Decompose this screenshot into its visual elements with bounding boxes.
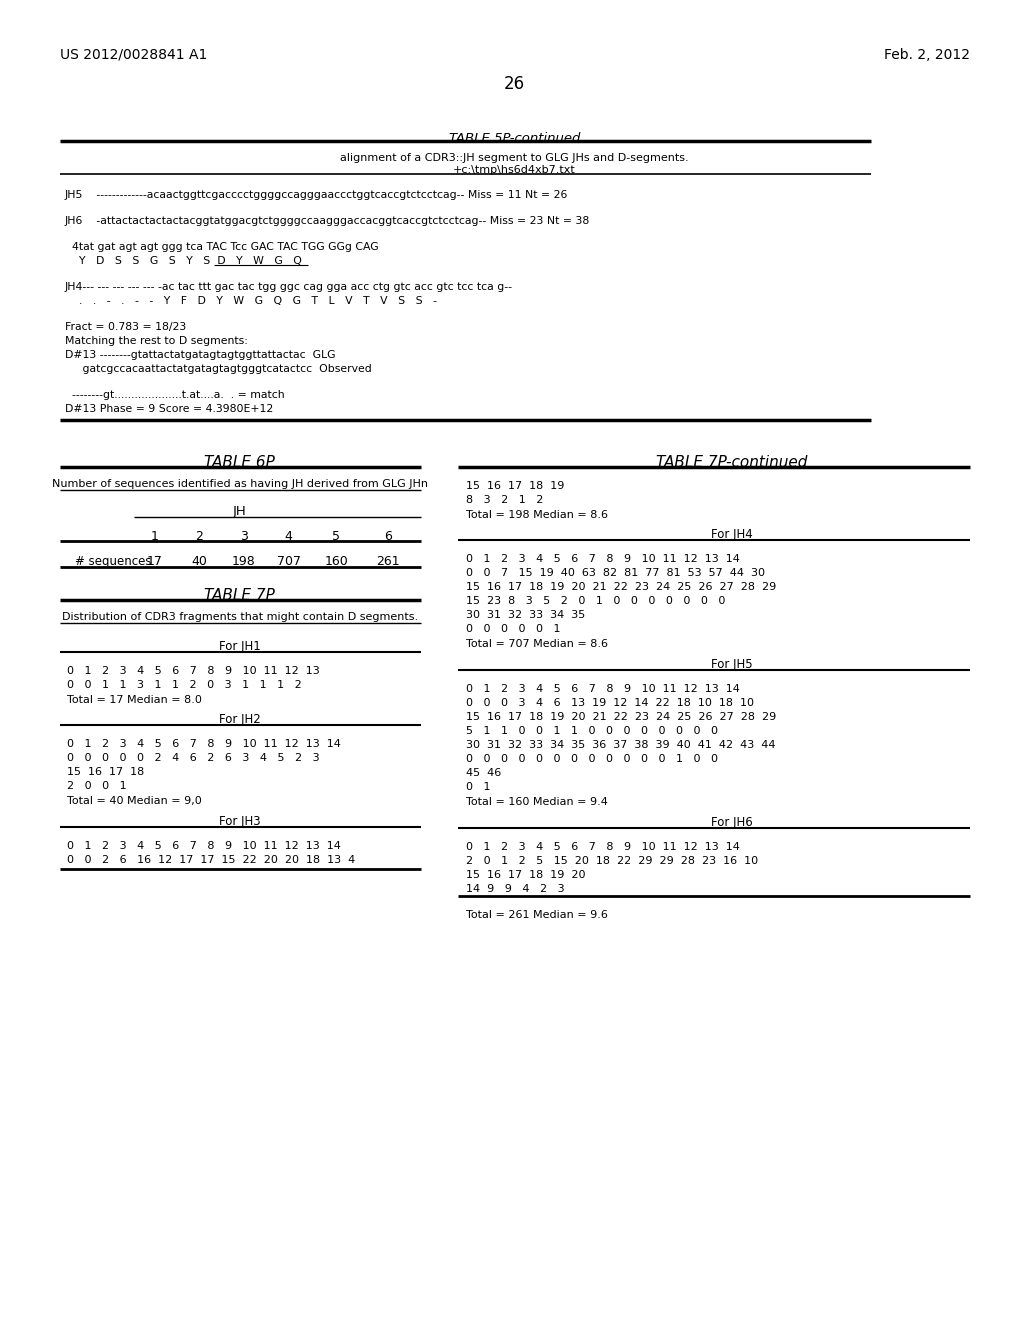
Text: 40: 40 bbox=[191, 554, 207, 568]
Text: Fract = 0.783 = 18/23: Fract = 0.783 = 18/23 bbox=[65, 322, 186, 333]
Text: 15  23  8   3   5   2   0   1   0   0   0   0   0   0   0: 15 23 8 3 5 2 0 1 0 0 0 0 0 0 0 bbox=[466, 597, 725, 606]
Text: alignment of a CDR3::JH segment to GLG JHs and D-segments.: alignment of a CDR3::JH segment to GLG J… bbox=[340, 153, 689, 162]
Text: TABLE 7P: TABLE 7P bbox=[205, 587, 275, 603]
Text: 0   1   2   3   4   5   6   7   8   9   10  11  12  13  14: 0 1 2 3 4 5 6 7 8 9 10 11 12 13 14 bbox=[466, 842, 739, 851]
Text: 0   0   1   1   3   1   1   2   0   3   1   1   1   2: 0 0 1 1 3 1 1 2 0 3 1 1 1 2 bbox=[67, 680, 301, 690]
Text: .   .   -   .   -   -   Y   F   D   Y   W   G   Q   G   T   L   V   T   V   S   : . . - . - - Y F D Y W G Q G T L V T V S bbox=[65, 296, 437, 306]
Text: 4: 4 bbox=[285, 531, 293, 543]
Text: 30  31  32  33  34  35  36  37  38  39  40  41  42  43  44: 30 31 32 33 34 35 36 37 38 39 40 41 42 4… bbox=[466, 741, 775, 750]
Text: 0   1: 0 1 bbox=[466, 781, 490, 792]
Text: 26: 26 bbox=[504, 75, 525, 92]
Text: 14  9   9   4   2   3: 14 9 9 4 2 3 bbox=[466, 884, 564, 894]
Text: 5   1   1   0   0   1   1   0   0   0   0   0   0   0   0: 5 1 1 0 0 1 1 0 0 0 0 0 0 0 0 bbox=[466, 726, 718, 737]
Text: US 2012/0028841 A1: US 2012/0028841 A1 bbox=[59, 48, 207, 62]
Text: Total = 17 Median = 8.0: Total = 17 Median = 8.0 bbox=[67, 696, 202, 705]
Text: 0   0   7   15  19  40  63  82  81  77  81  53  57  44  30: 0 0 7 15 19 40 63 82 81 77 81 53 57 44 3… bbox=[466, 568, 765, 578]
Text: For JH3: For JH3 bbox=[219, 814, 261, 828]
Text: D#13 Phase = 9 Score = 4.3980E+12: D#13 Phase = 9 Score = 4.3980E+12 bbox=[65, 404, 273, 414]
Text: JH6    -attactactactactacggtatggacgtctggggccaagggaccacggtcaccgtctcctcag-- Miss =: JH6 -attactactactactacggtatggacgtctggggc… bbox=[65, 216, 590, 226]
Text: 15  16  17  18  19  20: 15 16 17 18 19 20 bbox=[466, 870, 586, 880]
Text: 0   1   2   3   4   5   6   7   8   9   10  11  12  13  14: 0 1 2 3 4 5 6 7 8 9 10 11 12 13 14 bbox=[67, 739, 341, 748]
Text: 2: 2 bbox=[196, 531, 203, 543]
Text: 0   1   2   3   4   5   6   7   8   9   10  11  12  13: 0 1 2 3 4 5 6 7 8 9 10 11 12 13 bbox=[67, 667, 319, 676]
Text: TABLE 6P: TABLE 6P bbox=[205, 455, 275, 470]
Text: 261: 261 bbox=[377, 554, 400, 568]
Text: Distribution of CDR3 fragments that might contain D segments.: Distribution of CDR3 fragments that migh… bbox=[61, 612, 418, 622]
Text: 160: 160 bbox=[325, 554, 348, 568]
Text: # sequences: # sequences bbox=[75, 554, 152, 568]
Text: 3: 3 bbox=[240, 531, 248, 543]
Text: --------gt....................t.at....a.  . = match: --------gt....................t.at....a.… bbox=[65, 389, 285, 400]
Text: TABLE 7P-continued: TABLE 7P-continued bbox=[655, 455, 807, 470]
Text: Total = 198 Median = 8.6: Total = 198 Median = 8.6 bbox=[466, 510, 608, 520]
Text: 0   0   0   0   0   1: 0 0 0 0 0 1 bbox=[466, 624, 560, 634]
Text: 30  31  32  33  34  35: 30 31 32 33 34 35 bbox=[466, 610, 585, 620]
Text: 0   1   2   3   4   5   6   7   8   9   10  11  12  13  14: 0 1 2 3 4 5 6 7 8 9 10 11 12 13 14 bbox=[466, 554, 739, 564]
Text: 707: 707 bbox=[276, 554, 301, 568]
Text: 4tat gat agt agt ggg tca TAC Tcc GAC TAC TGG GGg CAG: 4tat gat agt agt ggg tca TAC Tcc GAC TAC… bbox=[65, 242, 379, 252]
Text: Y   D   S   S   G   S   Y   S  D   Y   W   G   Q: Y D S S G S Y S D Y W G Q bbox=[65, 256, 302, 267]
Text: 6: 6 bbox=[384, 531, 392, 543]
Text: 8   3   2   1   2: 8 3 2 1 2 bbox=[466, 495, 543, 506]
Text: 0   0   2   6   16  12  17  17  15  22  20  20  18  13  4: 0 0 2 6 16 12 17 17 15 22 20 20 18 13 4 bbox=[67, 855, 355, 865]
Text: Number of sequences identified as having JH derived from GLG JHn: Number of sequences identified as having… bbox=[52, 479, 428, 488]
Text: D#13 --------gtattactatgatagtagtggttattactac  GLG: D#13 --------gtattactatgatagtagtggttatta… bbox=[65, 350, 335, 360]
Text: 15  16  17  18  19  20  21  22  23  24  25  26  27  28  29: 15 16 17 18 19 20 21 22 23 24 25 26 27 2… bbox=[466, 582, 776, 591]
Text: 0   1   2   3   4   5   6   7   8   9   10  11  12  13  14: 0 1 2 3 4 5 6 7 8 9 10 11 12 13 14 bbox=[466, 684, 739, 694]
Text: +c:\tmp\hs6d4xb7.txt: +c:\tmp\hs6d4xb7.txt bbox=[454, 165, 575, 176]
Text: For JH4: For JH4 bbox=[711, 528, 753, 541]
Text: For JH5: For JH5 bbox=[711, 657, 753, 671]
Text: For JH2: For JH2 bbox=[219, 713, 261, 726]
Text: For JH6: For JH6 bbox=[711, 816, 753, 829]
Text: 15  16  17  18: 15 16 17 18 bbox=[67, 767, 144, 777]
Text: Total = 261 Median = 9.6: Total = 261 Median = 9.6 bbox=[466, 909, 607, 920]
Text: Total = 40 Median = 9,0: Total = 40 Median = 9,0 bbox=[67, 796, 202, 807]
Text: 15  16  17  18  19: 15 16 17 18 19 bbox=[466, 480, 564, 491]
Text: 2   0   1   2   5   15  20  18  22  29  29  28  23  16  10: 2 0 1 2 5 15 20 18 22 29 29 28 23 16 10 bbox=[466, 855, 758, 866]
Text: TABLE 5P-continued: TABLE 5P-continued bbox=[449, 132, 581, 145]
Text: JH5    -------------acaactggttcgacccctggggccagggaaccctggtcaccgtctcctcag-- Miss =: JH5 -------------acaactggttcgacccctggggc… bbox=[65, 190, 568, 201]
Text: Feb. 2, 2012: Feb. 2, 2012 bbox=[885, 48, 971, 62]
Text: 5: 5 bbox=[333, 531, 340, 543]
Text: Total = 707 Median = 8.6: Total = 707 Median = 8.6 bbox=[466, 639, 608, 649]
Text: 0   0   0   3   4   6   13  19  12  14  22  18  10  18  10: 0 0 0 3 4 6 13 19 12 14 22 18 10 18 10 bbox=[466, 698, 754, 708]
Text: 0   0   0   0   0   0   0   0   0   0   0   0   1   0   0: 0 0 0 0 0 0 0 0 0 0 0 0 1 0 0 bbox=[466, 754, 718, 764]
Text: 2   0   0   1: 2 0 0 1 bbox=[67, 781, 126, 791]
Text: 0   0   0   0   0   2   4   6   2   6   3   4   5   2   3: 0 0 0 0 0 2 4 6 2 6 3 4 5 2 3 bbox=[67, 752, 319, 763]
Text: Matching the rest to D segments:: Matching the rest to D segments: bbox=[65, 337, 248, 346]
Text: 17: 17 bbox=[146, 554, 162, 568]
Text: JH4--- --- --- --- --- -ac tac ttt gac tac tgg ggc cag gga acc ctg gtc acc gtc t: JH4--- --- --- --- --- -ac tac ttt gac t… bbox=[65, 282, 513, 292]
Text: 198: 198 bbox=[232, 554, 256, 568]
Text: For JH1: For JH1 bbox=[219, 640, 261, 653]
Text: gatcgccacaattactatgatagtagtgggtcatactcc  Observed: gatcgccacaattactatgatagtagtgggtcatactcc … bbox=[65, 364, 372, 374]
Text: 15  16  17  18  19  20  21  22  23  24  25  26  27  28  29: 15 16 17 18 19 20 21 22 23 24 25 26 27 2… bbox=[466, 711, 776, 722]
Text: 0   1   2   3   4   5   6   7   8   9   10  11  12  13  14: 0 1 2 3 4 5 6 7 8 9 10 11 12 13 14 bbox=[67, 841, 341, 851]
Text: 1: 1 bbox=[151, 531, 159, 543]
Text: Total = 160 Median = 9.4: Total = 160 Median = 9.4 bbox=[466, 797, 607, 807]
Text: 45  46: 45 46 bbox=[466, 768, 501, 777]
Text: JH: JH bbox=[233, 506, 247, 517]
